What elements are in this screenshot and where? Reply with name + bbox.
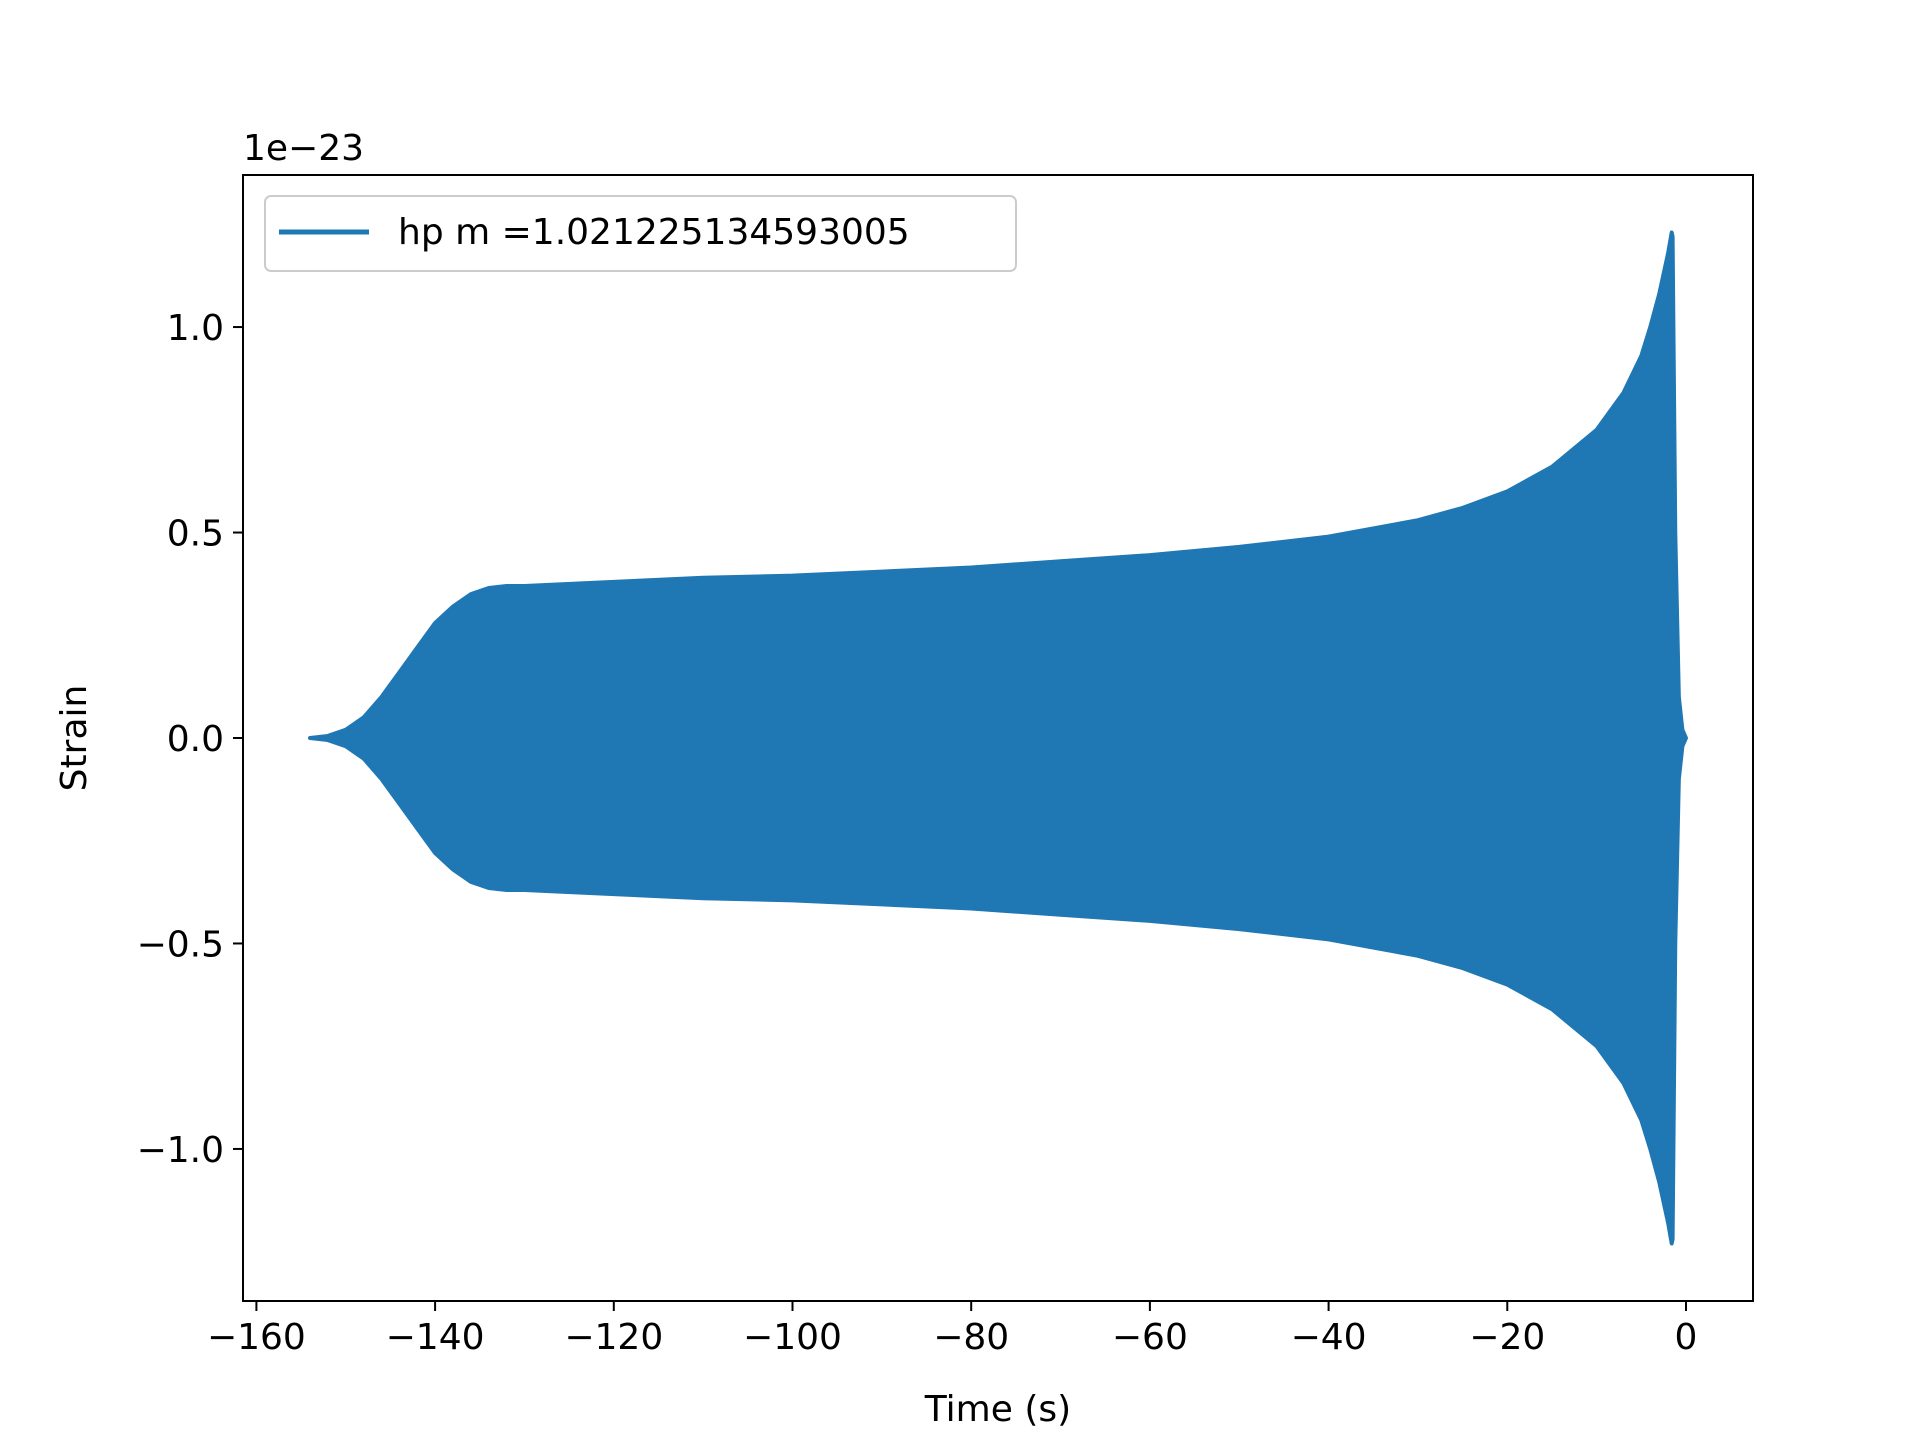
x-tick-label: −80 [933,1317,1009,1358]
x-tick-label: −160 [207,1317,306,1358]
y-axis-label: Strain [54,685,95,792]
x-tick-label: −20 [1469,1317,1545,1358]
x-tick-label: 0 [1675,1317,1698,1358]
waveform-series [308,230,1688,1246]
x-tick-label: −120 [564,1317,663,1358]
x-tick-label: −100 [743,1317,842,1358]
legend-frame [264,195,1017,272]
legend: hp m =1.021225134593005 [264,195,1017,272]
y-tick-label: −0.5 [137,924,224,965]
y-tick-label: 0.0 [167,719,224,760]
x-axis: −160 −140 −120 −100 −80 −60 −40 −20 0 [207,1301,1697,1358]
y-axis: −1.0 −0.5 0.0 0.5 1.0 [137,308,243,1171]
x-axis-label: Time (s) [924,1389,1071,1430]
y-tick-label: 1.0 [167,308,224,349]
x-tick-label: −60 [1112,1317,1188,1358]
y-tick-label: −1.0 [137,1130,224,1171]
y-multiplier-label: 1e−23 [243,128,364,169]
x-tick-label: −140 [386,1317,485,1358]
x-tick-label: −40 [1291,1317,1367,1358]
y-tick-label: 0.5 [167,514,224,555]
legend-series-label: hp m =1.021225134593005 [398,212,910,253]
